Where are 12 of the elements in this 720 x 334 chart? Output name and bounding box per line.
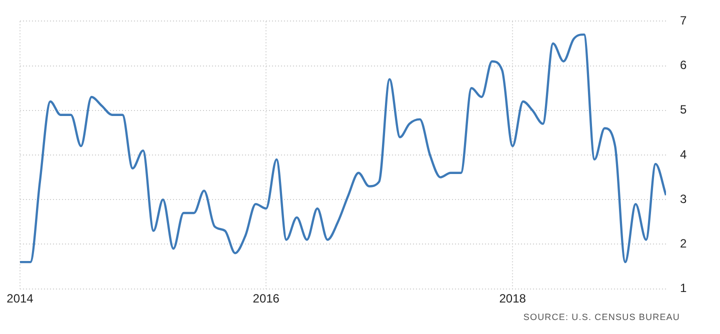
y-tick-label: 1 (680, 281, 687, 296)
y-tick-label: 2 (680, 236, 687, 251)
y-tick-label: 3 (680, 192, 687, 206)
y-tick-label: 7 (680, 14, 687, 28)
line-series (20, 33, 666, 264)
x-tick-label: 2016 (252, 291, 280, 306)
y-tick-label: 6 (680, 58, 687, 72)
y-tick-label: 5 (680, 102, 687, 117)
source-note: SOURCE: U.S. CENSUS BUREAU (523, 312, 680, 322)
x-tick-label: 2018 (499, 291, 526, 306)
x-tick-label: 2014 (6, 291, 34, 306)
y-tick-label: 4 (680, 147, 687, 162)
